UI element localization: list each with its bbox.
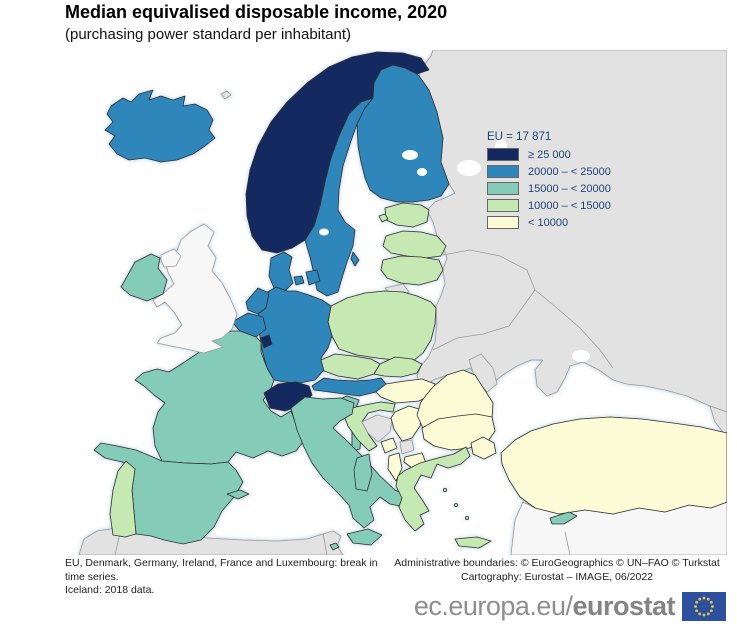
country-georgia	[709, 405, 727, 435]
country-estonia	[384, 202, 430, 228]
legend-row: 15000 – < 20000	[487, 182, 611, 195]
footnote-left: EU, Denmark, Germany, Ireland, France an…	[65, 557, 395, 598]
footnote-admin-boundaries: Administrative boundaries: © EuroGeograp…	[394, 557, 720, 569]
island-balearics	[226, 489, 250, 500]
lake-vanern	[319, 228, 329, 236]
legend-label: 20000 – < 25000	[528, 165, 611, 178]
country-lithuania	[380, 255, 444, 286]
europe-map-svg	[78, 50, 727, 555]
country-netherlands	[245, 287, 270, 315]
legend-row: 20000 – < 25000	[487, 165, 611, 178]
sea-of-azov	[572, 350, 590, 362]
country-faroe	[220, 90, 232, 100]
island-zealand	[305, 269, 321, 286]
footnote-iceland: Iceland: 2018 data.	[65, 584, 155, 597]
country-denmark	[268, 251, 294, 291]
country-finland	[356, 64, 450, 203]
page-title: Median equivalised disposable income, 20…	[65, 2, 448, 22]
country-montenegro	[380, 437, 398, 454]
footnote-cartography: Cartography: Eurostat – IMAGE, 06/2022	[460, 570, 654, 583]
aegean-island-3	[464, 515, 469, 520]
country-turkey	[500, 416, 727, 515]
page-subtitle: (purchasing power standard per inhabitan…	[65, 26, 352, 43]
map-legend: EU = 17 871 ≥ 25 000 20000 – < 25000 150…	[487, 131, 611, 233]
country-spain	[93, 442, 244, 545]
country-kosovo	[399, 439, 415, 455]
eurostat-branding: ec.europa.eu/eurostat	[414, 591, 726, 622]
country-portugal	[109, 460, 137, 538]
country-slovakia	[373, 356, 423, 378]
url-eurostat: eurostat	[572, 591, 675, 621]
legend-row: 10000 – < 15000	[487, 199, 611, 212]
region-turkish-thrace	[470, 436, 497, 460]
europe-map	[65, 50, 727, 555]
legend-swatch-10000-15000	[487, 199, 519, 212]
footnote-right: Administrative boundaries: © EuroGeograp…	[387, 557, 727, 584]
legend-label: 15000 – < 20000	[528, 182, 611, 195]
country-poland	[327, 290, 437, 362]
lake-ladoga	[457, 160, 481, 176]
aegean-island-1	[442, 487, 447, 492]
island-sicily	[346, 528, 383, 546]
footnote-break-series-2: time series.	[65, 570, 119, 583]
island-sardinia	[353, 453, 373, 492]
legend-label: 10000 – < 15000	[528, 199, 611, 212]
border-russia-belarus	[442, 249, 536, 291]
aegean-island-2	[453, 502, 458, 507]
country-bosnia	[361, 414, 393, 443]
country-ireland	[120, 253, 168, 302]
country-serbia	[390, 405, 423, 442]
country-croatia	[341, 401, 396, 452]
country-france	[134, 330, 304, 465]
country-cyprus	[549, 511, 578, 525]
country-iceland	[104, 89, 216, 163]
island-funen	[293, 275, 305, 286]
legend-eu-value: EU = 17 871	[487, 131, 552, 143]
legend-swatch-lt-10000	[487, 216, 519, 229]
region-northern-ireland	[160, 248, 182, 268]
country-malta	[329, 542, 340, 551]
legend-label: < 10000	[528, 216, 569, 229]
eurostat-url: ec.europa.eu/eurostat	[413, 591, 676, 622]
finnish-lakes-2	[417, 168, 427, 176]
island-gotland	[350, 251, 360, 267]
border-belarus-ukraine	[432, 289, 536, 351]
eu-flag-icon	[682, 592, 726, 621]
legend-row: ≥ 25 000	[487, 148, 611, 161]
legend-row: < 10000	[487, 216, 611, 229]
country-albania	[387, 452, 403, 482]
country-latvia	[382, 230, 447, 259]
country-czechia	[320, 353, 381, 380]
country-austria	[311, 377, 387, 397]
legend-swatch-20000-25000	[487, 165, 519, 178]
finnish-lakes-1	[402, 150, 418, 160]
country-sweden	[304, 97, 374, 297]
country-uk	[152, 223, 238, 354]
border-syria	[564, 531, 571, 555]
country-germany	[257, 286, 333, 384]
island-saaremaa	[378, 213, 389, 223]
country-greece	[395, 446, 471, 532]
border-ukraine-russia	[534, 289, 614, 369]
legend-label: ≥ 25 000	[528, 148, 571, 161]
country-luxembourg	[260, 334, 273, 349]
url-prefix: ec.europa.eu/	[413, 591, 573, 621]
footnote-break-series-1: EU, Denmark, Germany, Ireland, France an…	[65, 557, 378, 569]
legend-swatch-15000-20000	[487, 182, 519, 195]
border-algeria-tunisia	[322, 533, 328, 555]
legend-swatch-gte-25000	[487, 148, 519, 161]
island-crete	[454, 536, 492, 549]
